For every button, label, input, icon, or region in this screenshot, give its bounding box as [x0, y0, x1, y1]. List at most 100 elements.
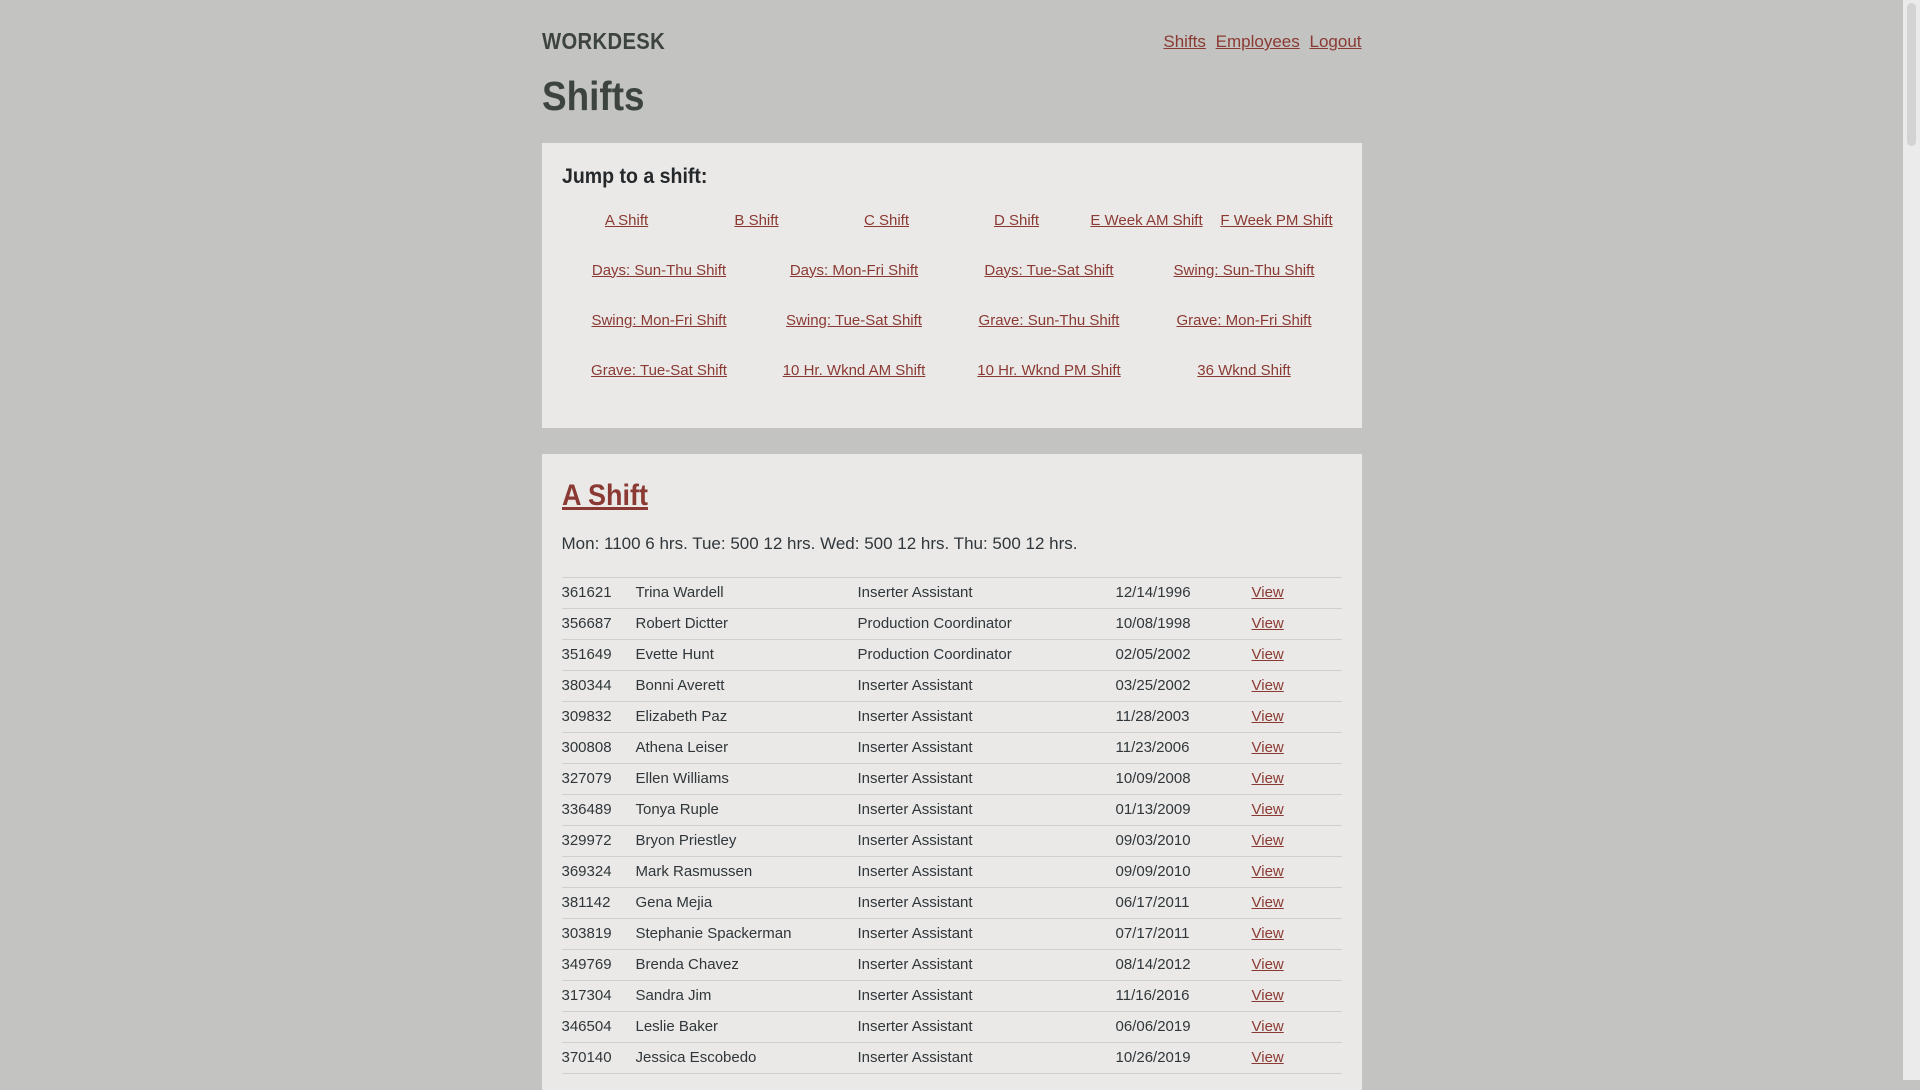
jump-link-d-shift[interactable]: D Shift: [993, 211, 1039, 229]
employee-title-cell: Inserter Assistant: [857, 831, 973, 849]
jump-link-e-week-am-shift[interactable]: E Week AM Shift: [1090, 211, 1203, 229]
nav-link-shifts[interactable]: Shifts: [1163, 32, 1206, 51]
jump-link-cell: E Week AM Shift: [1082, 212, 1212, 229]
view-employee-link[interactable]: View: [1251, 614, 1284, 632]
employee-title-cell: Inserter Assistant: [857, 769, 973, 787]
jump-link-cell: Swing: Mon-Fri Shift: [562, 312, 757, 329]
jump-links-row: A Shift B Shift C Shift D Shift E Week A…: [562, 195, 1342, 245]
employee-title-cell: Inserter Assistant: [857, 738, 973, 756]
jump-link-swing-tue-sat-shift[interactable]: Swing: Tue-Sat Shift: [786, 311, 922, 329]
jump-link-cell: C Shift: [822, 212, 952, 229]
view-employee-link[interactable]: View: [1251, 769, 1284, 787]
jump-panel-title: Jump to a shift:: [561, 165, 707, 188]
jump-link-grave-tue-sat-shift[interactable]: Grave: Tue-Sat Shift: [591, 361, 727, 379]
view-employee-link[interactable]: View: [1251, 893, 1284, 911]
employee-date-cell: 08/14/2012: [1115, 955, 1191, 973]
view-employee-link[interactable]: View: [1251, 800, 1284, 818]
jump-link-swing-sun-thu-shift[interactable]: Swing: Sun-Thu Shift: [1173, 261, 1315, 279]
employee-date-cell: 11/28/2003: [1115, 707, 1190, 725]
jump-link-days-sun-thu-shift[interactable]: Days: Sun-Thu Shift: [591, 261, 727, 279]
employee-name-cell: Evette Hunt: [635, 645, 714, 663]
employee-action-cell: View: [1252, 887, 1342, 918]
employee-date-cell: 02/05/2002: [1115, 645, 1191, 663]
view-employee-link[interactable]: View: [1251, 1017, 1284, 1035]
employee-action-cell: View: [1252, 763, 1342, 794]
employee-name-cell: Athena Leiser: [635, 738, 729, 756]
jump-links-row: Days: Sun-Thu Shift Days: Mon-Fri Shift …: [562, 245, 1342, 295]
view-employee-link[interactable]: View: [1251, 645, 1284, 663]
employee-action-cell: View: [1252, 1042, 1342, 1073]
employee-id-cell: 369324: [561, 862, 612, 880]
view-employee-link[interactable]: View: [1251, 924, 1284, 942]
jump-link-days-tue-sat-shift[interactable]: Days: Tue-Sat Shift: [984, 261, 1114, 279]
employee-name-cell: Leslie Baker: [635, 1017, 719, 1035]
view-employee-link[interactable]: View: [1251, 1048, 1284, 1066]
jump-link-a-shift[interactable]: A Shift: [604, 211, 649, 229]
view-employee-link[interactable]: View: [1251, 676, 1284, 694]
employee-id-cell: 327079: [561, 769, 612, 787]
view-employee-link[interactable]: View: [1251, 955, 1284, 973]
employee-date-cell: 10/09/2008: [1115, 769, 1191, 787]
nav-link-employees[interactable]: Employees: [1215, 32, 1300, 51]
page-scrollbar-thumb[interactable]: [1907, 3, 1916, 146]
nav-link-logout[interactable]: Logout: [1309, 32, 1362, 51]
view-employee-link[interactable]: View: [1251, 583, 1284, 601]
jump-link-grave-sun-thu-shift[interactable]: Grave: Sun-Thu Shift: [978, 311, 1120, 329]
page-title: Shifts: [541, 73, 645, 119]
employee-title-cell: Inserter Assistant: [857, 1017, 973, 1035]
employee-name-cell: Trina Wardell: [635, 583, 724, 601]
employee-id-cell: 346504: [561, 1017, 612, 1035]
employee-date-cell: 11/16/2016: [1115, 986, 1190, 1004]
employee-date-cell: 03/25/2002: [1115, 676, 1191, 694]
employee-name-cell: Bryon Priestley: [635, 831, 737, 849]
view-employee-link[interactable]: View: [1251, 738, 1284, 756]
view-employee-link[interactable]: View: [1251, 831, 1284, 849]
employee-id-cell: 370140: [561, 1048, 612, 1066]
employee-id-cell: 349769: [561, 955, 612, 973]
employee-name-cell: Sandra Jim: [635, 986, 712, 1004]
jump-link-cell: Grave: Tue-Sat Shift: [562, 362, 757, 379]
jump-link-cell: Days: Sun-Thu Shift: [562, 262, 757, 279]
employee-date-cell: 12/14/1996: [1115, 583, 1191, 601]
jump-link-f-week-pm-shift[interactable]: F Week PM Shift: [1220, 211, 1333, 229]
jump-links-row: Grave: Tue-Sat Shift 10 Hr. Wknd AM Shif…: [562, 345, 1342, 395]
view-employee-link[interactable]: View: [1251, 707, 1284, 725]
employee-name-cell: Mark Rasmussen: [635, 862, 753, 880]
table-row: 309832 Elizabeth Paz Inserter Assistant 11/…: [561, 701, 1342, 732]
employee-action-cell: View: [1252, 980, 1342, 1011]
table-row: 381142 Gena Mejia Inserter Assistant 06/17/…: [561, 887, 1342, 918]
employee-title-cell: Inserter Assistant: [857, 676, 973, 694]
content-container: WORKDESK Shifts Employees Logout Shifts …: [541, 0, 1362, 1090]
jump-link-days-mon-fri-shift[interactable]: Days: Mon-Fri Shift: [789, 261, 919, 279]
table-row: 317304 Sandra Jim Inserter Assistant 11/16/…: [561, 980, 1342, 1011]
page-scrollbar[interactable]: [1903, 0, 1920, 1080]
jump-link-cell: 10 Hr. Wknd PM Shift: [952, 362, 1147, 379]
table-row: 336489 Tonya Ruple Inserter Assistant 01/13…: [561, 794, 1342, 825]
jump-link-swing-mon-fri-shift[interactable]: Swing: Mon-Fri Shift: [591, 311, 727, 329]
employee-id-cell: 351649: [561, 645, 612, 663]
employee-id-cell: 381142: [561, 893, 611, 911]
jump-link-cell: A Shift: [562, 212, 692, 229]
employee-action-cell: View: [1252, 701, 1342, 732]
shift-heading-link[interactable]: A Shift: [561, 479, 648, 512]
employee-id-cell: 380344: [561, 676, 612, 694]
employee-action-cell: View: [1252, 825, 1342, 856]
view-employee-link[interactable]: View: [1251, 862, 1284, 880]
employee-name-cell: Ellen Williams: [635, 769, 729, 787]
jump-link-cell: F Week PM Shift: [1212, 212, 1342, 229]
jump-link-b-shift[interactable]: B Shift: [734, 211, 779, 229]
jump-link-36-wknd-shift[interactable]: 36 Wknd Shift: [1197, 361, 1291, 379]
jump-link-10-hr-wknd-am-shift[interactable]: 10 Hr. Wknd AM Shift: [782, 361, 926, 379]
employee-action-cell: View: [1252, 918, 1342, 949]
jump-link-grave-mon-fri-shift[interactable]: Grave: Mon-Fri Shift: [1176, 311, 1312, 329]
jump-link-10-hr-wknd-pm-shift[interactable]: 10 Hr. Wknd PM Shift: [977, 361, 1121, 379]
employee-id-cell: 317304: [561, 986, 612, 1004]
shift-heading: A Shift: [562, 480, 1264, 512]
employee-title-cell: Inserter Assistant: [857, 893, 973, 911]
table-row: 361621 Trina Wardell Inserter Assistant 12/…: [561, 577, 1342, 608]
employee-action-cell: View: [1252, 608, 1342, 639]
employee-date-cell: 11/23/2006: [1115, 738, 1190, 756]
employee-table: 361621 Trina Wardell Inserter Assistant 12/…: [561, 577, 1342, 1074]
jump-link-c-shift[interactable]: C Shift: [863, 211, 909, 229]
view-employee-link[interactable]: View: [1251, 986, 1284, 1004]
